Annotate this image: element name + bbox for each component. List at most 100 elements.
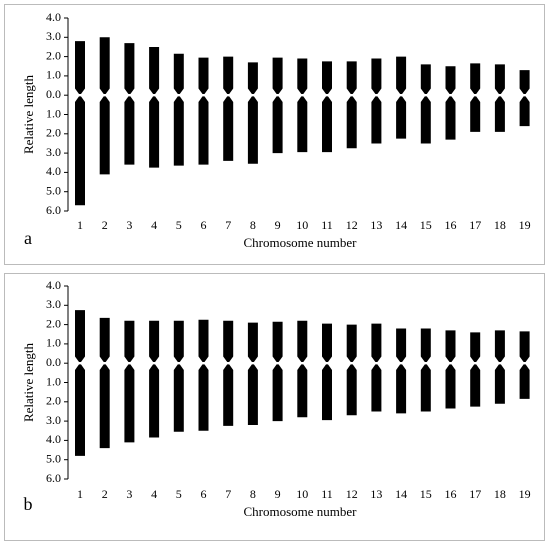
short-arm [223, 320, 234, 363]
x-tick-label: 19 [519, 487, 531, 501]
x-tick-label: 2 [102, 218, 108, 232]
long-arm [470, 96, 481, 132]
x-tick-label: 3 [126, 487, 132, 501]
short-arm [173, 53, 184, 95]
long-arm [494, 96, 505, 132]
long-arm [420, 364, 431, 412]
x-tick-label: 5 [176, 218, 182, 232]
short-arm [247, 62, 258, 95]
short-arm [346, 324, 357, 363]
short-arm [371, 58, 382, 95]
short-arm [445, 330, 456, 363]
long-arm [272, 364, 283, 422]
x-tick-label: 8 [250, 487, 256, 501]
short-arm [272, 321, 283, 363]
panel-frame [4, 4, 545, 265]
long-arm [149, 364, 160, 438]
long-arm [322, 96, 332, 153]
x-axis-title: Chromosome number [243, 235, 357, 250]
long-arm [445, 96, 456, 140]
long-arm [445, 364, 456, 409]
x-tick-label: 7 [225, 218, 231, 232]
short-arm [494, 64, 505, 95]
y-tick-label: 4.0 [46, 164, 61, 178]
short-arm [322, 61, 332, 95]
x-tick-label: 9 [275, 218, 281, 232]
short-arm [297, 320, 308, 363]
short-arm [149, 320, 160, 363]
short-arm [346, 61, 357, 95]
long-arm [149, 96, 160, 168]
x-tick-label: 2 [102, 487, 108, 501]
short-arm [297, 58, 308, 95]
long-arm [247, 96, 258, 164]
long-arm [75, 364, 85, 456]
long-arm [519, 364, 530, 399]
long-arm [371, 96, 382, 144]
long-arm [173, 364, 184, 432]
short-arm [124, 43, 135, 95]
y-tick-label: 2.0 [46, 48, 61, 62]
x-tick-label: 12 [346, 218, 358, 232]
long-arm [99, 364, 110, 449]
y-tick-label: 1.0 [46, 106, 61, 120]
short-arm [519, 70, 530, 95]
panel-label: b [24, 494, 33, 514]
y-axis-title: Relative length [21, 74, 36, 154]
long-arm [223, 96, 234, 161]
long-arm [494, 364, 505, 404]
short-arm [75, 41, 85, 95]
x-tick-label: 3 [126, 218, 132, 232]
x-tick-label: 4 [151, 218, 157, 232]
x-tick-label: 13 [370, 487, 382, 501]
x-tick-label: 10 [296, 218, 308, 232]
short-arm [173, 320, 184, 363]
y-tick-label: 5.0 [46, 451, 61, 465]
y-tick-label: 4.0 [46, 278, 61, 292]
x-tick-label: 11 [321, 218, 333, 232]
x-tick-label: 15 [420, 218, 432, 232]
y-tick-label: 2.0 [46, 394, 61, 408]
long-arm [124, 96, 135, 165]
y-tick-label: 0.0 [46, 87, 61, 101]
long-arm [223, 364, 234, 426]
panel-frame [4, 273, 545, 541]
y-tick-label: 6.0 [46, 203, 61, 217]
long-arm [99, 96, 110, 175]
long-arm [75, 96, 85, 206]
x-tick-label: 13 [370, 218, 382, 232]
short-arm [470, 63, 481, 95]
y-tick-label: 4.0 [46, 432, 61, 446]
y-tick-label: 2.0 [46, 126, 61, 140]
y-tick-label: 1.0 [46, 68, 61, 82]
short-arm [75, 310, 85, 363]
x-tick-label: 12 [346, 487, 358, 501]
short-arm [223, 56, 234, 95]
x-tick-label: 7 [225, 487, 231, 501]
short-arm [272, 57, 283, 95]
y-tick-label: 5.0 [46, 183, 61, 197]
y-tick-label: 0.0 [46, 355, 61, 369]
x-tick-label: 14 [395, 218, 407, 232]
y-tick-label: 3.0 [46, 29, 61, 43]
short-arm [445, 66, 456, 95]
long-arm [247, 364, 258, 425]
long-arm [297, 364, 308, 418]
long-arm [346, 364, 357, 416]
x-tick-label: 10 [296, 487, 308, 501]
short-arm [420, 328, 431, 363]
y-tick-label: 1.0 [46, 374, 61, 388]
short-arm [371, 323, 382, 363]
x-axis-title: Chromosome number [243, 504, 357, 519]
short-arm [494, 330, 505, 363]
x-tick-label: 5 [176, 487, 182, 501]
x-tick-label: 14 [395, 487, 407, 501]
x-tick-label: 19 [519, 218, 531, 232]
short-arm [396, 56, 407, 95]
y-axis-title: Relative length [21, 342, 36, 422]
x-tick-label: 1 [77, 487, 83, 501]
x-tick-label: 16 [445, 487, 457, 501]
short-arm [99, 37, 110, 95]
long-arm [124, 364, 135, 443]
x-tick-label: 17 [469, 218, 481, 232]
